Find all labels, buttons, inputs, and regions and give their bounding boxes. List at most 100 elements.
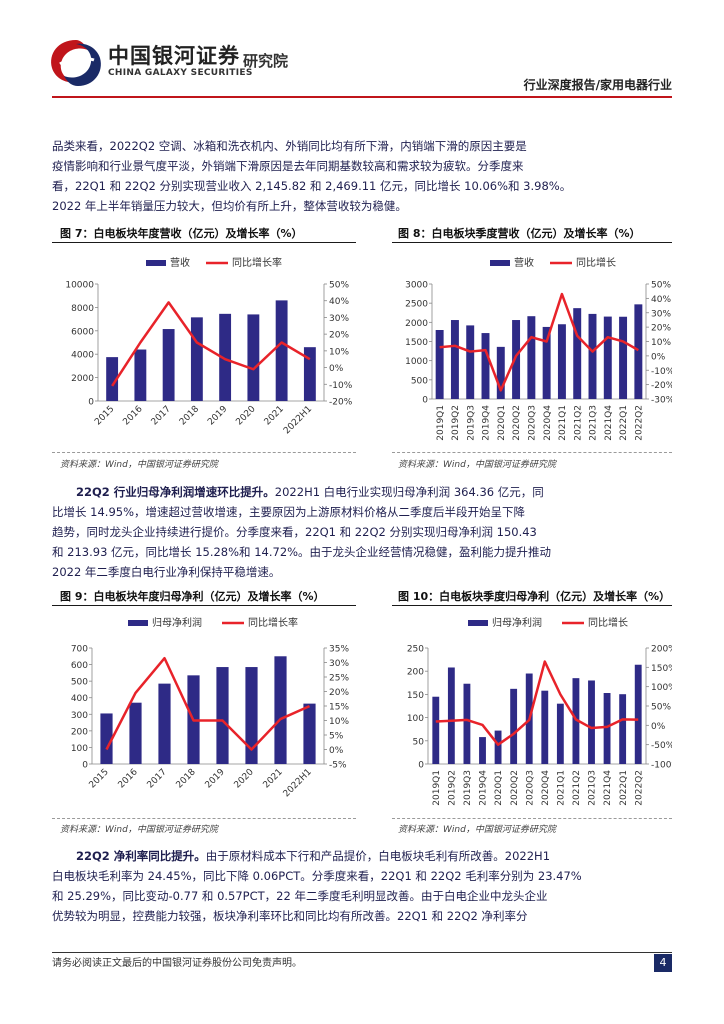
y-right-tick-label: 20% [651, 324, 671, 334]
paragraph-lead: 22Q2 净利率同比提升。 [76, 849, 206, 863]
disclaimer-note: 请务必阅读正文最后的中国银河证券股份公司免责声明。 [52, 958, 302, 969]
y-left-tick-label: 2000 [71, 374, 94, 384]
paragraph-lead: 22Q2 行业归母净利润增速环比提升。 [76, 485, 275, 499]
bar [542, 326, 551, 399]
x-tick-label: 2019Q1 [432, 770, 442, 806]
x-tick-label: 2021Q4 [603, 770, 613, 806]
figure-9-title: 图 9：白电板块年度归母净利（亿元）及增长率（%） [60, 590, 325, 603]
x-tick-label: 2019Q2 [451, 405, 461, 441]
x-tick-label: 2020Q3 [525, 770, 535, 806]
x-tick-label: 2020Q1 [497, 405, 507, 441]
bar [450, 320, 459, 399]
bar [510, 688, 518, 764]
bar [572, 678, 580, 764]
y-right-tick-label: 0% [651, 722, 666, 732]
y-right-tick-label: 15% [329, 703, 349, 713]
figure-9-bottom-rule [52, 818, 356, 819]
bar [479, 737, 486, 764]
bar [275, 300, 288, 401]
y-right-tick-label: 10% [651, 338, 671, 348]
y-right-tick-label: -5% [329, 761, 347, 771]
bar [274, 656, 287, 764]
figure-7-title: 图 7：白电板块年度营收（亿元）及增长率（%） [60, 227, 303, 240]
figure-8-rule [392, 242, 672, 243]
bar [603, 693, 611, 764]
legend-bar-swatch [128, 620, 148, 626]
y-right-tick-label: 30% [651, 309, 671, 319]
page-number: 4 [654, 954, 672, 972]
legend-bar-swatch [490, 260, 510, 266]
x-tick-label: 2021Q4 [604, 405, 614, 441]
text-line: 22Q2 净利率同比提升。由于原材料成本下行和产品提价，白电板块毛利有所改善。2… [52, 846, 672, 866]
bar [303, 347, 316, 401]
y-right-tick-label: 0% [651, 352, 666, 362]
paragraph-net-profit: 22Q2 行业归母净利润增速环比提升。2022H1 白电行业实现归母净利润 36… [52, 482, 672, 582]
legend-line-label: 同比增长率 [232, 256, 282, 269]
y-left-tick-label: 4000 [71, 351, 94, 361]
y-right-tick-label: 10% [329, 347, 349, 357]
y-left-tick-label: 200 [407, 668, 424, 678]
text-line: 2022 年二季度白电行业净利保持平稳增速。 [52, 565, 281, 579]
x-tick-label: 2019 [204, 767, 227, 790]
chart-fig10: 归母净利润 同比增长 250 200 150 100 50 0 200% 150% 100% 50% 0… [407, 616, 672, 806]
bar [588, 680, 595, 764]
y-left-tick-label: 2000 [405, 319, 428, 329]
x-tick-label: 2019 [206, 404, 229, 427]
figure-8-title: 图 8：白电板块季度营收（亿元）及增长率（%） [398, 227, 641, 240]
bar [435, 330, 444, 399]
bar [158, 683, 171, 764]
y-left-tick-label: 200 [71, 727, 88, 737]
brand-name-cn: 中国银河证券 [108, 44, 240, 68]
y-right-tick-label: 30% [329, 659, 349, 669]
x-tick-label: 2019Q2 [448, 770, 458, 806]
x-tick-label: 2020Q2 [512, 405, 522, 441]
y-left-tick-label: 0 [88, 398, 94, 408]
chart-fig9: 归母净利润 同比增长率 700 600 500 400 300 200 100 0 35% 30% 25… [71, 616, 350, 799]
y-left-tick-label: 50 [413, 737, 425, 747]
text-line: 疫情影响和行业景气度平淡，外销端下滑原因是去年同期基数较高和需求较为疲软。分季度… [52, 159, 524, 173]
y-left-tick-label: 100 [71, 744, 88, 754]
figure-7-rule [52, 242, 356, 243]
y-right-tick-label: 25% [329, 674, 349, 684]
text-line: 白电板块毛利率为 24.45%，同比下降 0.06PCT。分季度来看，22Q1 … [52, 869, 582, 883]
x-tick-label: 2022H1 [282, 767, 314, 799]
x-tick-label: 2022Q1 [619, 405, 629, 441]
x-tick-label: 2020Q1 [494, 770, 504, 806]
legend-bar-label: 归母净利润 [492, 616, 542, 629]
bar [190, 317, 203, 401]
bar [100, 713, 113, 764]
bar [303, 703, 316, 764]
x-tick-label: 2020Q2 [510, 770, 520, 806]
text-line: 2022 年上半年销量压力较大，但均价有所上升，整体营收较为稳健。 [52, 199, 407, 213]
bar [106, 357, 119, 401]
bar [463, 683, 471, 764]
y-right-tick-label: 50% [329, 281, 349, 291]
bar [634, 664, 642, 764]
figure-9-rule [52, 605, 356, 606]
x-tick-label: 2020 [233, 767, 256, 790]
y-right-tick-label: -10% [329, 381, 353, 391]
x-tick-label: 2021 [263, 404, 286, 427]
y-right-tick-label: 40% [329, 297, 349, 307]
text-line: 比增长 14.95%，增速超过营收增速，主要原因为上游原材料价格从二季度后半段开… [52, 505, 526, 519]
bar [216, 667, 229, 764]
x-tick-label: 2021Q1 [557, 770, 567, 806]
text-line: 看，22Q1 和 22Q2 分别实现营业收入 2,145.82 和 2,469.… [52, 179, 572, 193]
figure-10-source: 资料来源：Wind，中国银河证券研究院 [398, 825, 556, 835]
y-right-tick-label: 0% [329, 746, 344, 756]
institute-name: 研究院 [243, 52, 289, 70]
y-left-tick-label: 0 [418, 761, 424, 771]
y-left-tick-label: 500 [411, 376, 428, 386]
y-left-tick-label: 3000 [405, 281, 428, 291]
bar [496, 346, 505, 399]
x-tick-label: 2018 [178, 404, 201, 427]
text-line: 和 213.93 亿元，同比增长 15.28%和 14.72%。由于龙头企业经营… [52, 545, 552, 559]
bar [573, 308, 582, 399]
y-right-tick-label: 40% [651, 295, 671, 305]
y-right-tick-label: -100% [651, 761, 672, 771]
y-left-tick-label: 500 [71, 678, 88, 688]
figure-10-rule [392, 605, 672, 606]
x-tick-label: 2016 [117, 767, 140, 790]
x-tick-label: 2022Q2 [634, 770, 644, 806]
legend-bar-swatch [468, 620, 488, 626]
